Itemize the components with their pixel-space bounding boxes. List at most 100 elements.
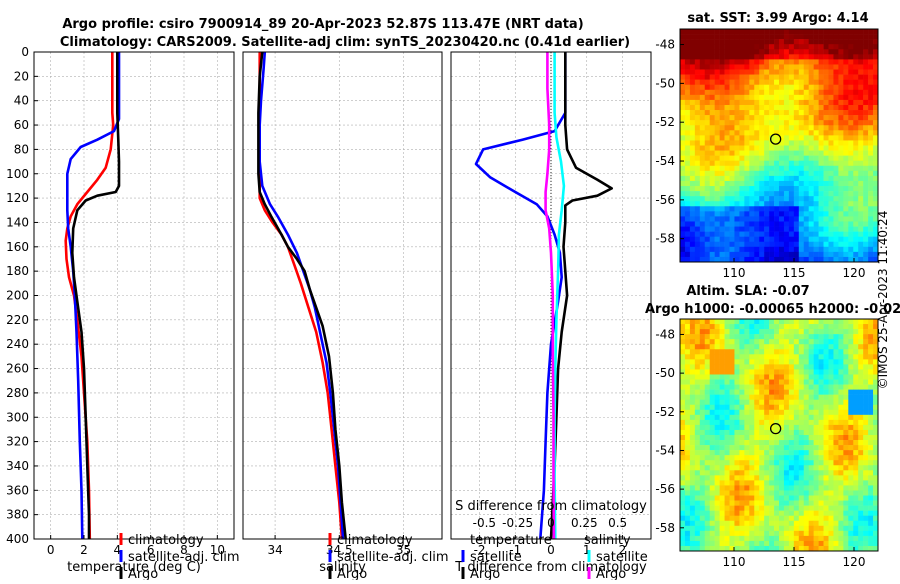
sla_map-cell [863, 349, 869, 355]
sst_map-cell [868, 44, 874, 50]
sla_map-cell [863, 475, 869, 481]
sla_map-cell [828, 414, 834, 421]
sst_map-cell [779, 84, 785, 91]
sst_map-cell [798, 251, 805, 258]
sst_map-cell [759, 44, 765, 50]
sst_map-cell [779, 104, 785, 111]
sla_map-cell [853, 409, 859, 416]
sla_map-cell [680, 460, 686, 466]
sla_map-cell [858, 450, 864, 456]
sst_map-cell [704, 201, 710, 207]
sst_map-cell [813, 201, 819, 207]
sst_map-cell [853, 110, 859, 116]
sla_map-cell [759, 475, 765, 481]
sst_map-cell [764, 84, 770, 91]
sst_map-cell [769, 145, 775, 151]
sst_map-cell [734, 110, 740, 116]
sla_map-cell [793, 404, 800, 411]
sst_map-cell [684, 180, 691, 187]
sst_map-cell [803, 191, 809, 197]
sst_map-cell [783, 180, 790, 187]
sla_map-cell [694, 394, 701, 400]
sla_map-cell [828, 515, 834, 522]
sst_map-cell [769, 175, 775, 182]
sst_map-cell [853, 145, 859, 151]
sla_map-cell [769, 339, 775, 345]
sla_map-cell [798, 460, 805, 466]
sla_map-cell [744, 510, 750, 516]
sst_map-cell [724, 59, 730, 65]
sla_map-cell [729, 500, 735, 506]
sst_map-cell [759, 130, 765, 136]
sla_map-cell [858, 465, 864, 471]
sla_map-cell [873, 470, 879, 476]
sst_map-cell [739, 150, 745, 156]
sla_map-cell [729, 324, 735, 330]
sst_map-cell [719, 175, 725, 182]
sla_map-cell [848, 399, 854, 406]
sla_map-cell [699, 535, 706, 542]
sst_map-cell [699, 99, 706, 106]
sla_map-cell [689, 404, 696, 411]
sla_map-cell [744, 490, 750, 496]
sst_map-cell [823, 246, 829, 253]
depth-ytick-label: 220 [6, 313, 29, 327]
sst_map-cell [813, 180, 819, 187]
sst_map-cell [788, 140, 795, 146]
sla_map-cell [833, 409, 839, 416]
sst_map-cell [689, 165, 696, 172]
sst_map-cell [689, 160, 696, 167]
sla_map-cell [689, 500, 696, 506]
sst_map-cell [689, 125, 696, 131]
sst_map-cell [873, 246, 879, 253]
sla_map-cell [873, 515, 879, 522]
sst_map-cell [764, 34, 770, 40]
sla_map-cell [774, 394, 780, 400]
sst_map-cell [858, 175, 864, 182]
sst_map-cell [749, 130, 755, 136]
sst_map-cell [823, 110, 829, 116]
sla_map-cell [749, 530, 755, 537]
sla_map-cell [704, 450, 710, 456]
sst_map-cell [863, 206, 869, 212]
sst_map-cell [684, 175, 691, 182]
sla_map-cell [868, 465, 874, 471]
sst_map-cell [754, 39, 760, 45]
sla_map-cell [749, 490, 755, 496]
sla_map-cell [818, 480, 824, 486]
sst_map-cell [793, 120, 800, 126]
sst_map-cell [739, 201, 745, 207]
sla_map-cell [823, 510, 829, 516]
sla_map-cell [774, 339, 780, 345]
sst_map-cell [719, 99, 725, 106]
sla_map-cell [769, 485, 775, 491]
sst_map-cell [724, 236, 730, 243]
sla_map-cell [793, 429, 800, 436]
sla_map-cell [783, 480, 790, 486]
sst_map-cell [823, 64, 829, 70]
sst_map-cell [863, 99, 869, 106]
sst_map-cell [734, 135, 740, 141]
sla_map-cell [828, 429, 834, 436]
sst_map-cell [808, 236, 814, 243]
sla_map-cell [813, 445, 819, 451]
sst_map-cells [680, 29, 879, 263]
sst_map-cell [873, 130, 879, 136]
sst_map-cell [689, 226, 696, 232]
sla_map-cell [873, 394, 879, 400]
sst_map-cell [739, 64, 745, 70]
sst_map-cell [684, 160, 691, 167]
sla_map-cell [833, 424, 839, 431]
sla_map-cell [764, 369, 770, 375]
sla_map-cell [759, 455, 765, 461]
sla_map-cell [699, 419, 706, 426]
sst_map-cell [873, 54, 879, 60]
sst_map-cell [793, 125, 800, 131]
sla_map-cell [868, 329, 874, 335]
sst_map-cell [868, 170, 874, 177]
sst_map-cell [818, 251, 824, 258]
sla_map-cell [828, 399, 834, 406]
sla_map-cell [828, 404, 834, 411]
sst_map-cell [823, 125, 829, 131]
sla_map-cell [858, 354, 864, 360]
